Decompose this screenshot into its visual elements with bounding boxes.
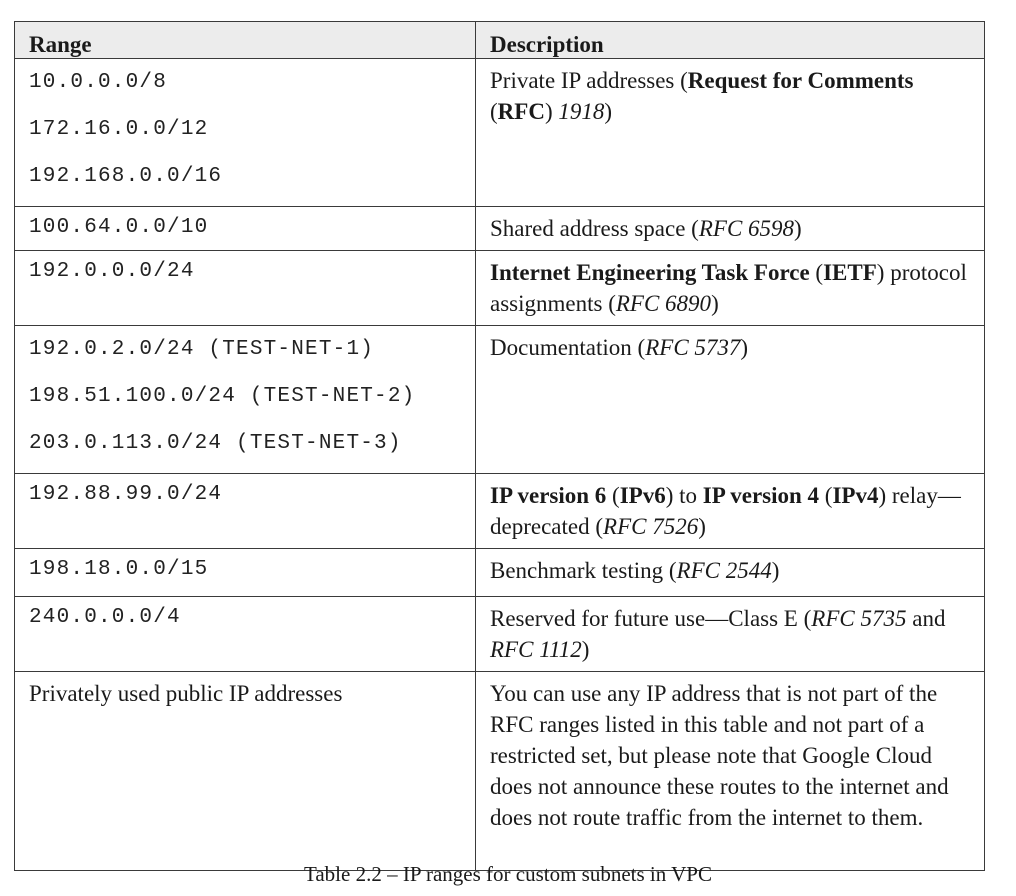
description-cell: Shared address space (RFC 6598) (475, 206, 985, 251)
range-value: 100.64.0.0/10 (29, 216, 209, 239)
desc-text: ) (544, 99, 559, 124)
desc-italic: RFC 5737 (645, 335, 741, 360)
desc-text: ( (809, 260, 824, 285)
range-cell: 198.18.0.0/15 (14, 548, 476, 597)
description-cell: IP version 6 (IPv6) to IP version 4 (IPv… (475, 473, 985, 549)
desc-text: ) (581, 637, 590, 662)
desc-italic: RFC 6890 (615, 291, 712, 316)
desc-bold: IP version 6 (490, 483, 607, 508)
description-cell: Documentation (RFC 5737) (475, 325, 985, 474)
desc-bold: IPv4 (832, 483, 879, 508)
description-cell: Benchmark testing (RFC 2544) (475, 548, 985, 597)
desc-text: and (906, 606, 946, 631)
range-cell: 10.0.0.0/8 172.16.0.0/12 192.168.0.0/16 (14, 58, 476, 207)
range-value: 192.168.0.0/16 (29, 165, 223, 188)
range-value: 192.0.0.0/24 (29, 260, 195, 283)
desc-text: ( (490, 99, 498, 124)
range-cell: 240.0.0.0/4 (14, 596, 476, 672)
description-cell: Private IP addresses (Request for Commen… (475, 58, 985, 207)
desc-text: ( (606, 483, 620, 508)
range-value: 198.18.0.0/15 (29, 558, 209, 581)
desc-bold: IETF (823, 260, 877, 285)
desc-italic: RFC 5735 (811, 606, 907, 631)
desc-text: You can use any IP address that is not p… (490, 681, 949, 830)
desc-text: ) (740, 335, 749, 360)
range-cell: 192.0.2.0/24 (TEST-NET-1) 198.51.100.0/2… (14, 325, 476, 474)
desc-italic: RFC 1112 (490, 637, 582, 662)
desc-italic: RFC 6598 (698, 216, 795, 241)
desc-text: ) (698, 514, 706, 539)
desc-text: Reserved for future use—Class E ( (490, 606, 812, 631)
header-description: Description (475, 21, 985, 59)
description-cell: You can use any IP address that is not p… (475, 671, 985, 871)
ip-ranges-table: Range Description 10.0.0.0/8 172.16.0.0/… (14, 21, 985, 871)
range-value: 198.51.100.0/24 (TEST-NET-2) (29, 385, 416, 408)
range-cell: 192.0.0.0/24 (14, 250, 476, 326)
table-row: 100.64.0.0/10 Shared address space (RFC … (14, 206, 985, 251)
desc-italic: 1918 (558, 99, 605, 124)
range-value: 240.0.0.0/4 (29, 606, 181, 629)
desc-italic: RFC 7526 (603, 514, 699, 539)
table-row: 198.18.0.0/15 Benchmark testing (RFC 254… (14, 548, 985, 597)
table-row: 240.0.0.0/4 Reserved for future use—Clas… (14, 596, 985, 672)
range-value: 192.0.2.0/24 (TEST-NET-1) (29, 338, 375, 361)
desc-text: Shared address space ( (490, 216, 699, 241)
desc-bold: IP version 4 (702, 483, 820, 508)
table-caption: Table 2.2 – IP ranges for custom subnets… (304, 862, 712, 886)
table-header-row: Range Description (14, 21, 985, 59)
table-row: 192.0.0.0/24 Internet Engineering Task F… (14, 250, 985, 326)
desc-text: ) relay—deprecated ( (490, 483, 961, 539)
range-value: 10.0.0.0/8 (29, 71, 168, 94)
desc-bold: IPv6 (619, 483, 666, 508)
desc-text: ) protocol assignments ( (490, 260, 967, 316)
desc-bold: RFC (497, 99, 545, 124)
range-value: 192.88.99.0/24 (29, 483, 223, 506)
table-row: 192.88.99.0/24 IP version 6 (IPv6) to IP… (14, 473, 985, 549)
range-cell: 192.88.99.0/24 (14, 473, 476, 549)
range-cell: Privately used public IP addresses (14, 671, 476, 871)
description-cell: Internet Engineering Task Force (IETF) p… (475, 250, 985, 326)
desc-text: Benchmark testing ( (490, 558, 677, 583)
desc-text: ) (794, 216, 802, 241)
desc-text: ( (819, 483, 833, 508)
table-row: Privately used public IP addresses You c… (14, 671, 985, 871)
desc-text: ) (711, 291, 719, 316)
desc-text: ) (771, 558, 780, 583)
desc-text: ) to (665, 483, 703, 508)
desc-bold: Request for Comments (687, 68, 914, 93)
desc-text: Documentation ( (490, 335, 646, 360)
table-row: 192.0.2.0/24 (TEST-NET-1) 198.51.100.0/2… (14, 325, 985, 474)
desc-text: Private IP addresses ( (490, 68, 688, 93)
description-cell: Reserved for future use—Class E (RFC 573… (475, 596, 985, 672)
range-value: 172.16.0.0/12 (29, 118, 209, 141)
desc-bold: Internet Engineering Task Force (490, 260, 810, 285)
header-range: Range (14, 21, 476, 59)
range-value: 203.0.113.0/24 (TEST-NET-3) (29, 432, 402, 455)
desc-italic: RFC 2544 (676, 558, 772, 583)
range-cell: 100.64.0.0/10 (14, 206, 476, 251)
table-row: 10.0.0.0/8 172.16.0.0/12 192.168.0.0/16 … (14, 58, 985, 207)
desc-text: ) (604, 99, 613, 124)
